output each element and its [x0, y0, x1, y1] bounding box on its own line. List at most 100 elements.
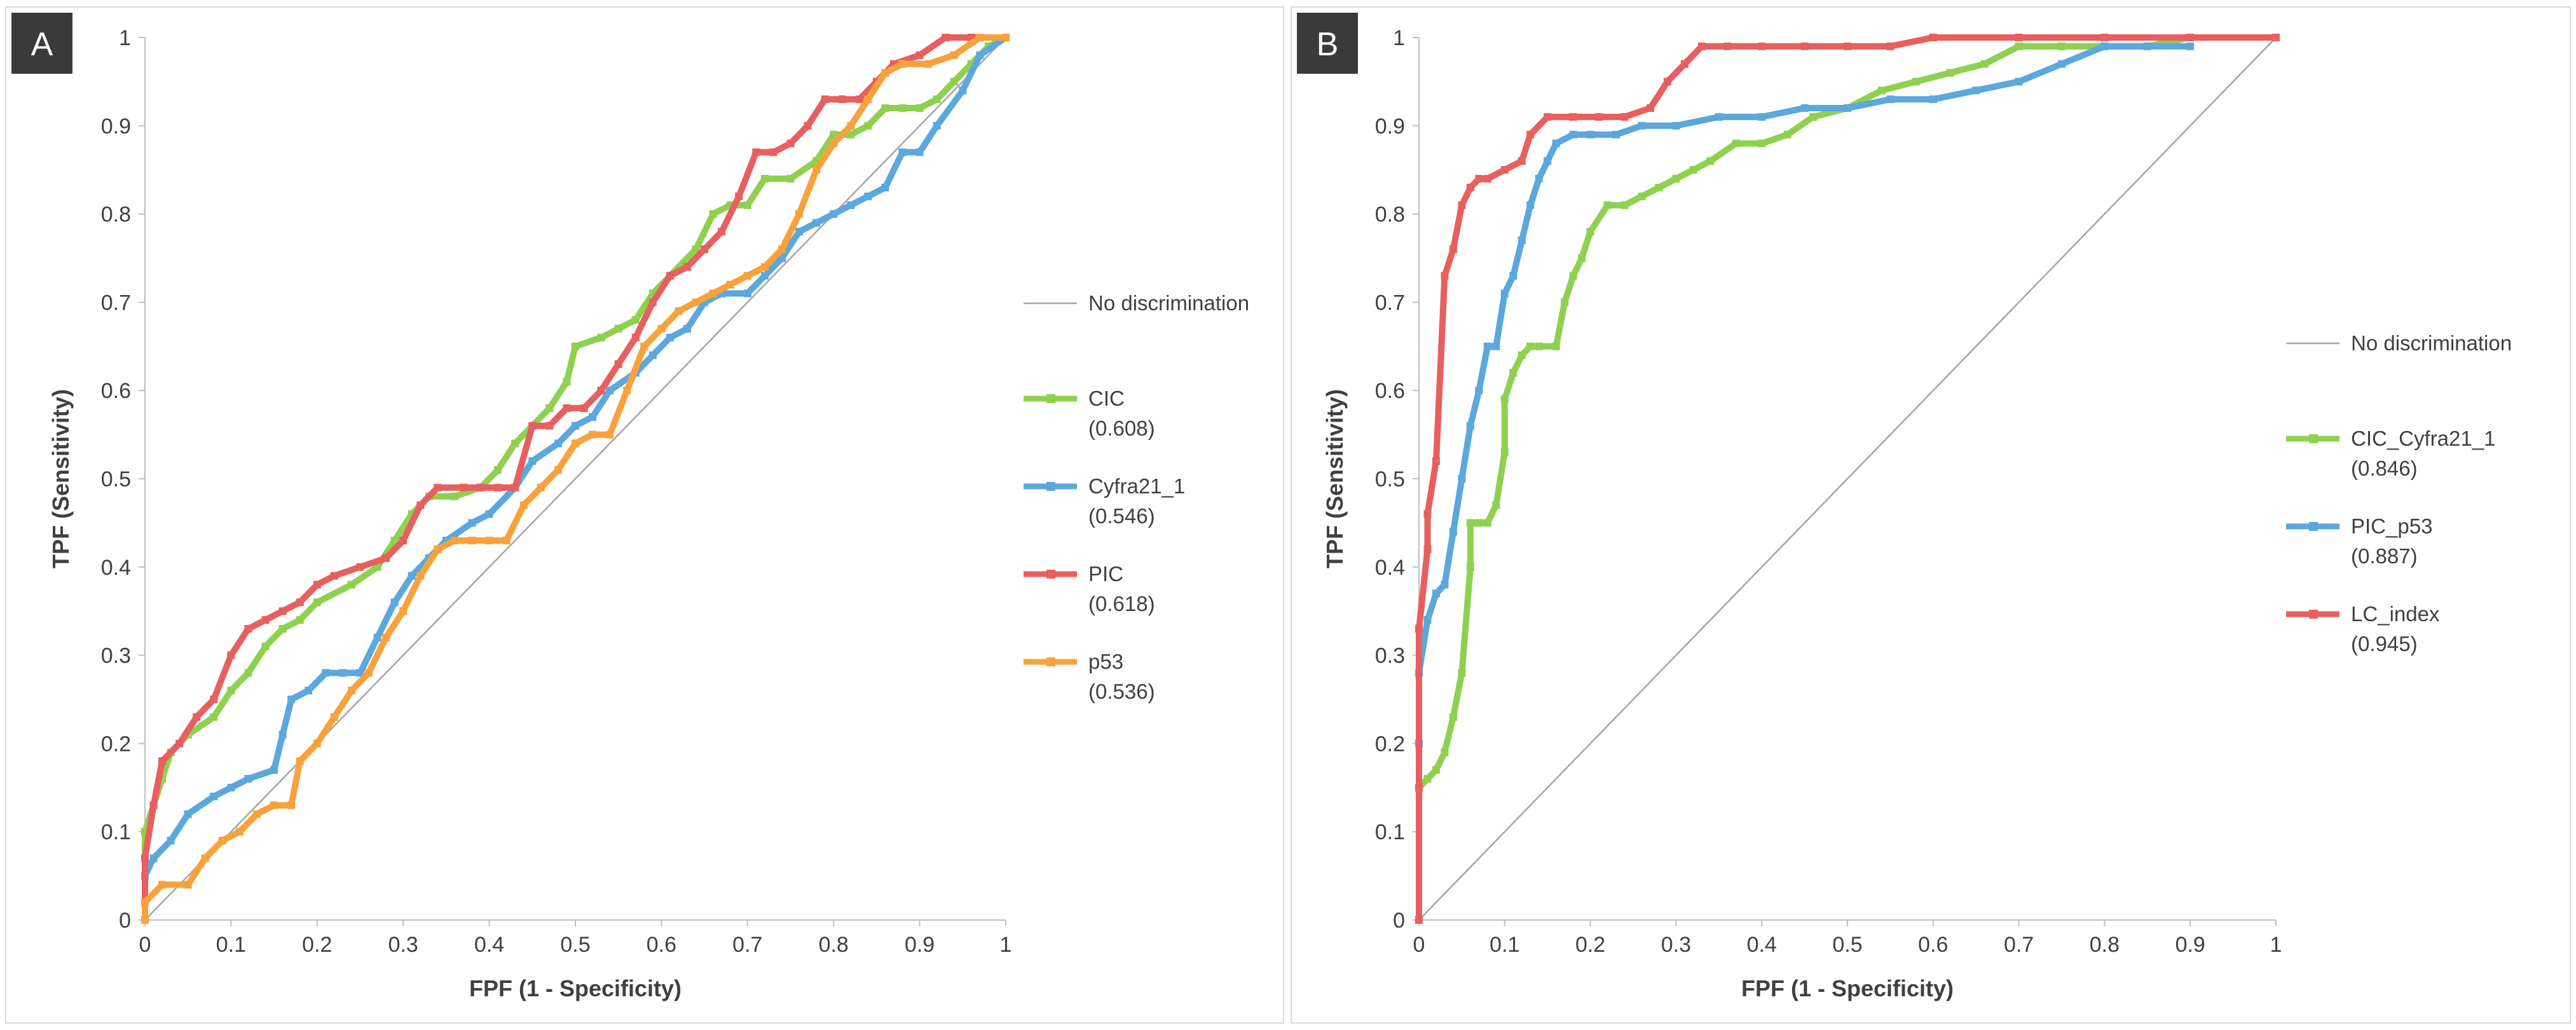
data-point-cic-cyfra21-1: [1603, 201, 1612, 209]
legend-marker-p53: [1046, 657, 1055, 666]
data-point-pic-p53: [1612, 130, 1620, 139]
data-point-p53: [795, 210, 804, 218]
data-point-cyfra21-1: [167, 837, 175, 845]
data-point-pic-p53: [1423, 616, 1432, 624]
data-point-pic-p53: [1518, 237, 1526, 245]
data-point-cyfra21-1: [589, 413, 597, 421]
data-point-p53: [287, 801, 296, 809]
data-point-cic: [786, 175, 795, 183]
data-point-pic: [261, 616, 270, 624]
data-point-lc-index: [1697, 42, 1706, 50]
data-point-pic: [580, 404, 588, 412]
data-point-pic: [804, 121, 812, 130]
data-point-p53: [519, 501, 528, 509]
data-point-cic: [451, 492, 459, 500]
data-point-pic-p53: [1500, 289, 1509, 298]
series-line-no-discrimination: [144, 37, 1006, 921]
y-tick-label: 0.2: [101, 732, 131, 756]
data-point-pic: [330, 572, 338, 580]
data-point-cic-cyfra21-1: [2015, 42, 2023, 50]
data-point-pic: [821, 95, 829, 104]
y-tick-label: 0.7: [101, 291, 131, 315]
y-tick-label: 0.3: [101, 644, 131, 668]
data-point-pic: [648, 298, 657, 306]
data-point-cic-cyfra21-1: [1458, 669, 1466, 677]
legend-auc-cyfra21-1: (0.546): [1088, 504, 1155, 528]
panel-a: A 0 0.1 0.2 0.3 0.4 0.5 0.6 0.7 0.8 0.9 1 0 0.1 0.2 0.3…: [5, 6, 1284, 1024]
data-point-pic-p53: [1458, 475, 1466, 483]
data-point-p53: [253, 810, 261, 818]
data-point-cic: [511, 439, 519, 448]
data-point-cyfra21-1: [270, 766, 278, 774]
data-point-cic: [864, 121, 872, 130]
data-point-lc-index: [1449, 245, 1457, 254]
data-point-cyfra21-1: [648, 351, 657, 359]
legend-marker-cic: [1046, 394, 1055, 403]
x-tick-label: 0.2: [302, 933, 332, 957]
data-point-pic: [666, 271, 674, 280]
data-point-p53: [537, 483, 545, 491]
data-point-cic: [296, 616, 304, 624]
data-point-pic: [718, 228, 726, 236]
data-point-cic-cyfra21-1: [1877, 86, 1886, 95]
data-point-pic: [735, 192, 743, 200]
data-point-lc-index: [1569, 113, 1577, 121]
data-point-cic-cyfra21-1: [1946, 69, 1954, 77]
data-point-p53: [572, 439, 579, 448]
data-point-cic-cyfra21-1: [1466, 519, 1474, 527]
x-tick-label: 0.7: [2004, 933, 2034, 957]
data-point-cic: [278, 624, 287, 633]
data-point-cic: [898, 104, 907, 113]
data-point-cic-cyfra21-1: [2058, 42, 2066, 50]
data-point-pic: [416, 501, 425, 509]
data-point-cyfra21-1: [847, 201, 855, 209]
y-tick-label: 0.8: [101, 203, 131, 227]
data-point-p53: [485, 537, 493, 545]
data-point-cic-cyfra21-1: [1655, 183, 1663, 191]
data-point-lc-index: [1758, 42, 1766, 50]
data-point-cic-cyfra21-1: [1535, 342, 1543, 350]
data-point-cic-cyfra21-1: [1526, 342, 1535, 350]
data-point-cic: [545, 404, 554, 412]
legend-marker-lc-index: [2309, 610, 2318, 619]
data-point-cic: [347, 580, 355, 589]
data-point-lc-index: [1458, 201, 1466, 209]
data-point-p53: [451, 537, 459, 545]
data-point-cic: [614, 325, 622, 333]
legend-label-no-discrimination: No discrimination: [1088, 291, 1249, 315]
data-point-cic-cyfra21-1: [1732, 139, 1740, 148]
data-point-cyfra21-1: [244, 774, 252, 783]
data-point-cyfra21-1: [408, 572, 416, 580]
y-tick-label: 0.9: [1375, 114, 1405, 139]
data-point-cic-cyfra21-1: [1561, 298, 1569, 306]
data-point-cyfra21-1: [184, 810, 192, 818]
data-point-pic: [227, 651, 235, 659]
data-point-cic: [743, 201, 751, 209]
data-point-p53: [330, 713, 338, 721]
data-point-pic: [683, 263, 692, 271]
data-point-cyfra21-1: [287, 696, 296, 703]
data-point-pic-p53: [2100, 42, 2109, 50]
y-tick-label: 0.4: [1375, 556, 1405, 580]
data-point-lc-index: [1423, 546, 1432, 554]
data-point-cic: [847, 130, 855, 139]
legend-label-pic: PIC: [1088, 562, 1123, 586]
data-point-pic: [597, 387, 605, 395]
x-tick-label: 0.3: [1661, 933, 1691, 957]
data-point-cic-cyfra21-1: [1475, 519, 1483, 527]
data-point-pic: [855, 95, 863, 104]
legend-marker-cic-cyfra21-1: [2309, 434, 2318, 443]
data-point-p53: [218, 837, 226, 845]
data-point-p53: [881, 69, 889, 77]
panel-label: A: [31, 26, 53, 63]
data-point-cic-cyfra21-1: [1492, 501, 1500, 509]
data-point-cyfra21-1: [227, 783, 235, 792]
data-point-p53: [743, 271, 751, 280]
data-point-p53: [468, 537, 476, 545]
panel-label-badge: [11, 13, 72, 74]
y-tick-label: 0.9: [101, 114, 131, 139]
data-point-p53: [270, 801, 278, 809]
data-point-cic-cyfra21-1: [1672, 175, 1680, 183]
data-point-cic: [631, 316, 640, 324]
data-point-lc-index: [1680, 60, 1689, 68]
